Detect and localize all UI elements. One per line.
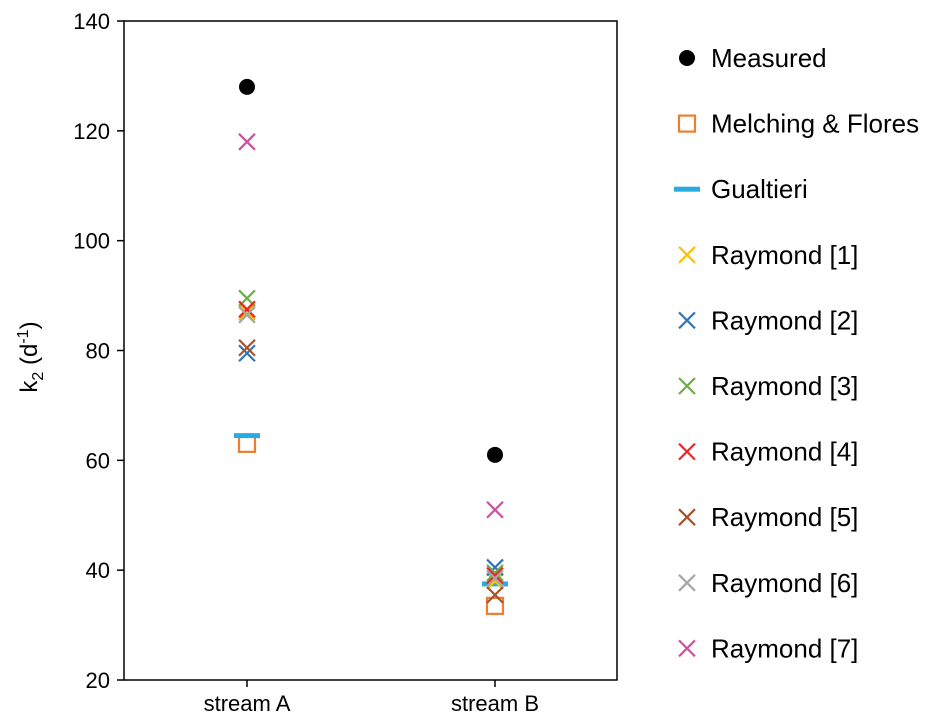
legend-item: Raymond [1] bbox=[678, 240, 858, 270]
data-markers bbox=[234, 78, 508, 615]
legend-marker bbox=[678, 508, 696, 526]
data-point bbox=[486, 566, 504, 585]
y-tick-label: 40 bbox=[86, 558, 110, 583]
y-tick-label: 100 bbox=[73, 229, 110, 254]
legend-marker bbox=[678, 377, 696, 395]
data-point bbox=[487, 446, 503, 463]
legend-label: Gualtieri bbox=[711, 174, 808, 204]
data-point bbox=[486, 500, 504, 519]
legend-label: Raymond [4] bbox=[711, 437, 858, 467]
legend-marker bbox=[678, 311, 696, 330]
data-point bbox=[486, 564, 504, 582]
legend-marker bbox=[677, 114, 697, 133]
x-marker-stroke bbox=[486, 572, 504, 590]
x-marker-stroke bbox=[486, 569, 504, 588]
data-point bbox=[486, 569, 504, 588]
x-marker-stroke bbox=[238, 300, 256, 319]
data-point bbox=[486, 572, 504, 590]
x-marker-stroke bbox=[486, 566, 504, 585]
y-axis-label-part: 2 bbox=[30, 372, 47, 381]
x-marker-stroke bbox=[486, 500, 504, 519]
data-point bbox=[238, 303, 256, 321]
y-tick-label: 20 bbox=[86, 668, 110, 693]
x-marker-stroke bbox=[238, 133, 256, 151]
x-marker-stroke bbox=[678, 639, 696, 658]
y-axis-label: k2 (d-1) bbox=[15, 321, 47, 392]
legend-item: Raymond [6] bbox=[678, 568, 858, 598]
legend-marker bbox=[678, 639, 696, 658]
x-marker-stroke bbox=[678, 442, 696, 461]
x-tick-label: stream B bbox=[451, 691, 539, 716]
x-axis-ticks: stream A stream B bbox=[204, 680, 539, 716]
legend-item: Gualtieri bbox=[674, 174, 808, 204]
data-point bbox=[234, 433, 260, 439]
data-point bbox=[239, 78, 255, 95]
data-point bbox=[238, 133, 256, 151]
legend-label: Raymond [6] bbox=[711, 568, 858, 598]
y-tick-label: 60 bbox=[86, 448, 110, 473]
x-marker-stroke bbox=[238, 338, 256, 357]
legend-item: Raymond [7] bbox=[678, 633, 858, 663]
legend-item: Raymond [2] bbox=[678, 305, 858, 335]
y-axis-label-part: -1 bbox=[15, 329, 32, 343]
legend-label: Melching & Flores bbox=[711, 109, 919, 139]
x-marker-stroke bbox=[678, 246, 696, 264]
data-point bbox=[238, 344, 256, 363]
y-tick-label: 80 bbox=[86, 339, 110, 364]
data-point bbox=[238, 300, 256, 319]
legend-item: Measured bbox=[679, 43, 827, 73]
data-point bbox=[238, 306, 256, 324]
legend-marker bbox=[678, 442, 696, 461]
legend-label: Raymond [5] bbox=[711, 502, 858, 532]
legend-marker bbox=[679, 50, 695, 66]
y-tick-label: 140 bbox=[73, 9, 110, 34]
x-marker-stroke bbox=[678, 574, 696, 592]
y-axis-label-part: k bbox=[16, 380, 43, 393]
data-point bbox=[238, 338, 256, 357]
legend-marker bbox=[678, 574, 696, 592]
legend-marker bbox=[678, 246, 696, 264]
x-marker-stroke bbox=[238, 303, 256, 321]
data-point bbox=[237, 434, 257, 453]
legend-label: Raymond [1] bbox=[711, 240, 858, 270]
y-axis-label-part: (d bbox=[16, 344, 43, 372]
x-marker-stroke bbox=[486, 586, 504, 604]
legend-item: Raymond [5] bbox=[678, 502, 858, 532]
x-marker-stroke bbox=[238, 344, 256, 363]
legend: Measured Melching & Flores Gualtieri Raymon… bbox=[674, 43, 919, 663]
legend-label: Raymond [2] bbox=[711, 305, 858, 335]
data-point bbox=[482, 581, 508, 587]
legend-marker bbox=[674, 186, 700, 192]
x-marker-stroke bbox=[678, 377, 696, 395]
y-tick-label: 120 bbox=[73, 119, 110, 144]
legend-item: Melching & Flores bbox=[677, 109, 919, 139]
x-tick-label: stream A bbox=[204, 691, 291, 716]
legend-label: Measured bbox=[711, 43, 827, 73]
x-marker-stroke bbox=[678, 508, 696, 526]
y-axis-title: k2 (d-1) bbox=[15, 321, 47, 392]
legend-item: Raymond [3] bbox=[678, 371, 858, 401]
legend-label: Raymond [3] bbox=[711, 371, 858, 401]
legend-label: Raymond [7] bbox=[711, 633, 858, 663]
data-point bbox=[485, 596, 505, 615]
x-marker-stroke bbox=[678, 311, 696, 330]
plot-area-frame bbox=[123, 20, 618, 681]
y-axis-label-part: ) bbox=[16, 321, 43, 329]
x-marker-stroke bbox=[238, 306, 256, 324]
y-axis-ticks: 20 40 60 80 100 120 140 bbox=[73, 9, 124, 693]
x-marker-stroke bbox=[486, 564, 504, 582]
legend-item: Raymond [4] bbox=[678, 437, 858, 467]
data-point bbox=[486, 586, 504, 604]
